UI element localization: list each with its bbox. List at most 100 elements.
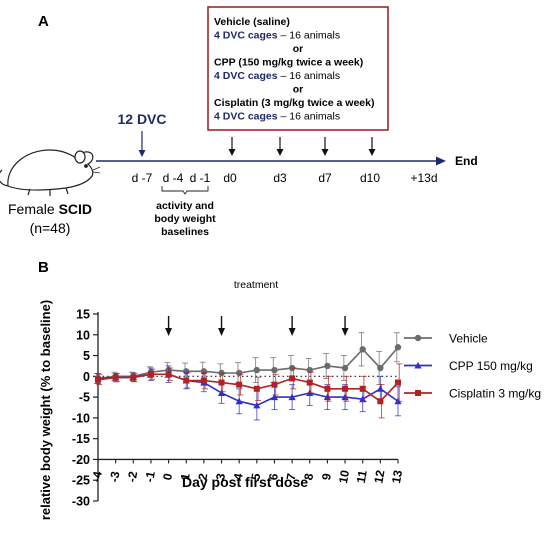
animal-sex: Female <box>8 201 59 217</box>
legend-marker <box>414 334 422 342</box>
treatment-arrow <box>368 137 376 156</box>
data-point <box>253 401 261 409</box>
timeline-arrowhead <box>436 156 446 166</box>
x-tick-label: 13 <box>389 469 405 485</box>
timeline-tick-label: +13d <box>410 171 437 185</box>
data-point <box>324 362 331 370</box>
x-tick-label: 3 <box>213 472 228 481</box>
data-point <box>112 374 119 381</box>
legend-item: CPP 150 mg/kg <box>404 359 533 373</box>
box-cage-count: 4 DVC cages <box>214 30 278 42</box>
dvc-arrow <box>138 131 146 157</box>
data-point <box>200 377 207 384</box>
series-line <box>97 373 399 403</box>
data-point <box>306 379 313 386</box>
treatment-arrows-timeline <box>228 137 376 156</box>
baseline-note-line: body weight <box>154 213 216 225</box>
series-2 <box>95 363 403 419</box>
treatment-arrow <box>218 316 226 336</box>
legend-item: Cisplatin 3 mg/kg <box>404 387 541 401</box>
y-tick-label: 0 <box>83 370 90 384</box>
x-tick-label: -3 <box>107 470 123 483</box>
x-tick-label: 11 <box>354 469 370 484</box>
legend-label: Cisplatin 3 mg/kg <box>449 387 541 401</box>
x-tick-label: 0 <box>160 472 175 481</box>
treatment-arrow <box>288 316 296 336</box>
data-point <box>289 375 296 382</box>
timeline-tick-label: d -7 <box>132 171 153 185</box>
y-axis-label: relative body weight (% to baseline) <box>38 300 53 520</box>
legend-label: Vehicle <box>449 332 488 346</box>
data-point <box>271 381 278 388</box>
panel-a-label: A <box>38 13 49 30</box>
y-tick-label: 10 <box>76 328 90 342</box>
chart-title: treatment <box>234 279 278 291</box>
box-cage-line: 4 DVC cages – 16 animals <box>214 70 340 82</box>
data-point <box>341 393 349 401</box>
y-tick-label: -20 <box>72 453 90 467</box>
data-point <box>359 395 367 403</box>
x-axis-label: Day post first dose <box>182 474 308 490</box>
y-tick-label: -30 <box>72 495 90 509</box>
x-tick-label: 6 <box>266 472 281 481</box>
data-point <box>95 376 101 383</box>
legend-marker <box>414 361 422 369</box>
end-label: End <box>455 154 478 168</box>
timeline-tick-label: d -4 <box>163 171 184 185</box>
data-point <box>323 393 332 401</box>
box-group-name: Vehicle (saline) <box>214 16 290 28</box>
data-point <box>236 381 243 388</box>
legend-marker <box>415 390 421 396</box>
data-point <box>376 385 384 392</box>
animal-strain: SCID <box>59 201 92 217</box>
data-point <box>218 379 225 386</box>
x-tick-label: 7 <box>284 472 299 481</box>
data-point <box>395 379 401 386</box>
series-line <box>97 346 399 380</box>
treatment-arrows-chart <box>165 316 349 336</box>
timeline-ticks: d -7 d -4 d -1 d0 d3 d7 d10 +13d <box>132 171 438 185</box>
box-animal-count: – 16 animals <box>278 30 340 42</box>
data-point <box>341 364 349 372</box>
treatment-arrow <box>341 316 349 336</box>
x-tick-label: -2 <box>125 470 141 483</box>
treatment-arrow <box>321 137 329 156</box>
box-group-name: CPP (150 mg/kg twice a week) <box>214 57 363 69</box>
timeline-tick-label: d0 <box>223 171 237 185</box>
box-cage-count: 4 DVC cages <box>214 70 278 82</box>
panel-b-label: B <box>38 259 49 276</box>
legend-label: CPP 150 mg/kg <box>449 359 533 373</box>
data-point <box>271 366 278 374</box>
x-tick-label: -4 <box>89 470 105 483</box>
data-point <box>288 393 296 401</box>
timeline-tick-label: d -1 <box>190 171 211 185</box>
box-or-label: or <box>293 43 304 55</box>
x-tick-label: 12 <box>371 469 387 485</box>
mouse-icon <box>0 149 101 196</box>
data-point <box>359 346 366 353</box>
y-tick-label: 5 <box>83 349 90 363</box>
box-or-label: or <box>293 84 304 96</box>
data-point <box>324 385 331 392</box>
data-point <box>130 374 137 381</box>
box-cage-count: 4 DVC cages <box>214 111 278 123</box>
treatment-arrow <box>276 137 284 156</box>
data-point <box>147 371 154 378</box>
svg-text:Female SCID: Female SCID <box>8 201 92 217</box>
y-tick-label: -25 <box>72 474 90 488</box>
timeline-tick-label: d10 <box>360 171 380 185</box>
box-animal-count: – 16 animals <box>278 111 340 123</box>
x-tick-label: 4 <box>231 472 246 481</box>
baseline-note-line: baselines <box>161 226 209 238</box>
box-animal-count: – 16 animals <box>278 70 340 82</box>
data-point <box>253 385 260 392</box>
y-tick-label: -5 <box>79 391 90 405</box>
y-tick-label: -10 <box>72 411 90 425</box>
data-point <box>359 385 366 392</box>
box-cage-line: 4 DVC cages – 16 animals <box>214 111 340 123</box>
x-tick-label: -1 <box>142 470 158 483</box>
data-point <box>342 385 349 392</box>
